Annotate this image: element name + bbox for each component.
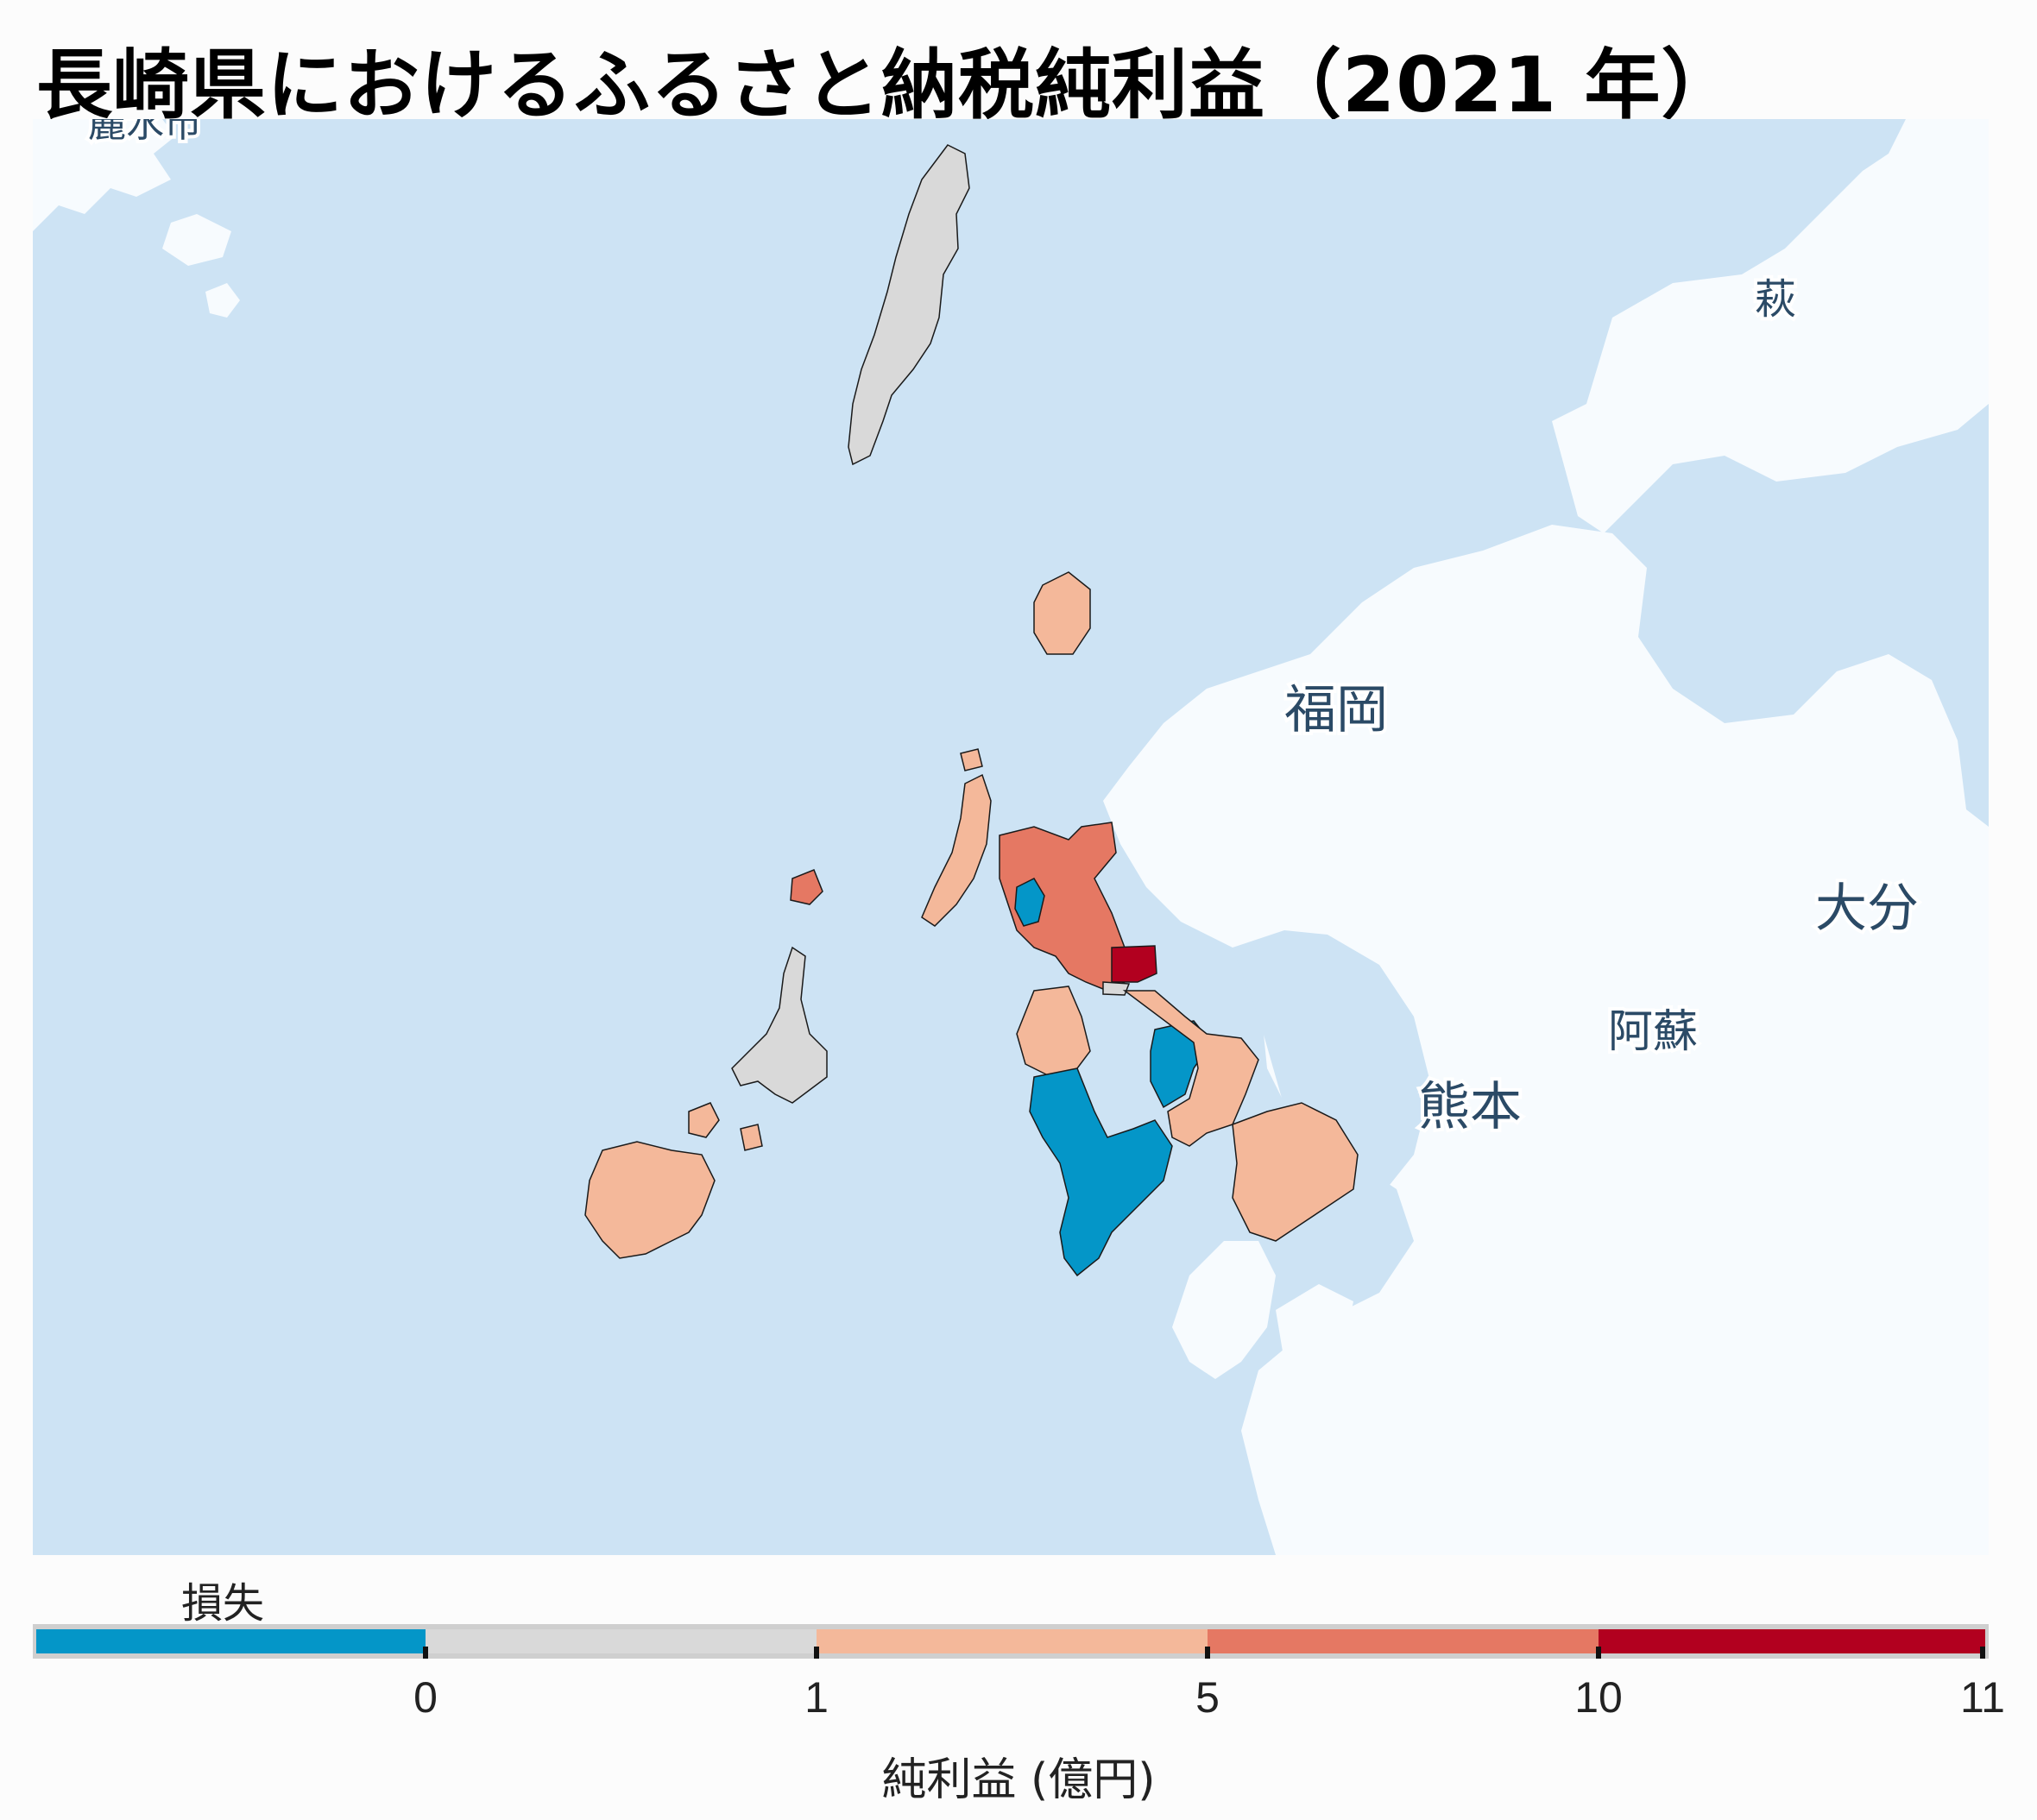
legend-tick-mark <box>1205 1647 1210 1659</box>
map-frame[interactable]: 福岡 大分 阿蘇 熊本 萩 麗水市 <box>33 119 1989 1555</box>
legend-bin-10-11 <box>1599 1629 1985 1653</box>
map-svg[interactable]: 福岡 大分 阿蘇 熊本 萩 麗水市 <box>33 119 1989 1555</box>
region-goto-north[interactable] <box>731 946 828 1104</box>
page-title: 長崎県におけるふるさと納税純利益（2021 年） <box>36 41 1738 129</box>
region-isahaya[interactable] <box>1122 990 1259 1147</box>
region-iki[interactable] <box>1033 571 1091 655</box>
korea-island <box>205 283 240 318</box>
legend-tick-mark <box>423 1647 428 1659</box>
region-grey-patch[interactable] <box>1102 981 1131 996</box>
region-nw-island[interactable] <box>790 869 823 905</box>
legend-tick-label: 5 <box>1195 1673 1220 1722</box>
legend-tick-label: 0 <box>413 1673 438 1722</box>
label-oita: 大分 <box>1815 879 1919 939</box>
label-kumamoto: 熊本 <box>1418 1077 1522 1137</box>
legend-tick-label: 1 <box>804 1673 829 1722</box>
legend-bin-1-5 <box>817 1629 1208 1653</box>
legend-bin-0-1 <box>426 1629 817 1653</box>
amakusa-island <box>1276 1284 1353 1379</box>
label-hagi: 萩 <box>1755 275 1796 324</box>
kyushu-land <box>1103 525 1989 1555</box>
honshu-land <box>1552 119 1989 533</box>
legend-loss-label: 損失 <box>181 1579 265 1628</box>
region-goto-mid[interactable] <box>688 1102 720 1138</box>
legend-bin-5-10 <box>1208 1629 1599 1653</box>
region-islet[interactable] <box>960 748 983 771</box>
region-sasebo-loss[interactable] <box>1014 878 1045 927</box>
legend-tick-label: 10 <box>1574 1673 1623 1722</box>
legend-tick-label: 11 <box>1960 1673 2005 1722</box>
korea-island <box>162 214 231 266</box>
region-nagasaki-loss[interactable] <box>1029 1067 1173 1277</box>
legend-title: 純利益 (億円) <box>881 1754 1156 1806</box>
amakusa-island <box>1172 1241 1276 1379</box>
label-aso: 阿蘇 <box>1608 1006 1698 1058</box>
region-tsushima[interactable] <box>848 144 970 466</box>
label-reisu: 麗水市 <box>88 119 202 146</box>
legend-tick-mark <box>1980 1647 1985 1659</box>
region-shimabara[interactable] <box>1232 1102 1359 1242</box>
ariake-sea <box>1233 930 1431 1215</box>
region-top-red[interactable] <box>1111 945 1157 983</box>
legend-colorbar <box>33 1624 1989 1659</box>
legend-tick-mark <box>1596 1647 1601 1659</box>
korea-coast <box>33 119 175 231</box>
label-fukuoka: 福岡 <box>1284 680 1388 740</box>
legend-tick-mark <box>814 1647 819 1659</box>
legend-bin-loss <box>36 1629 426 1653</box>
region-hirado[interactable] <box>921 773 992 927</box>
region-goto-mid[interactable] <box>740 1124 763 1151</box>
region-fukue[interactable] <box>584 1141 716 1259</box>
